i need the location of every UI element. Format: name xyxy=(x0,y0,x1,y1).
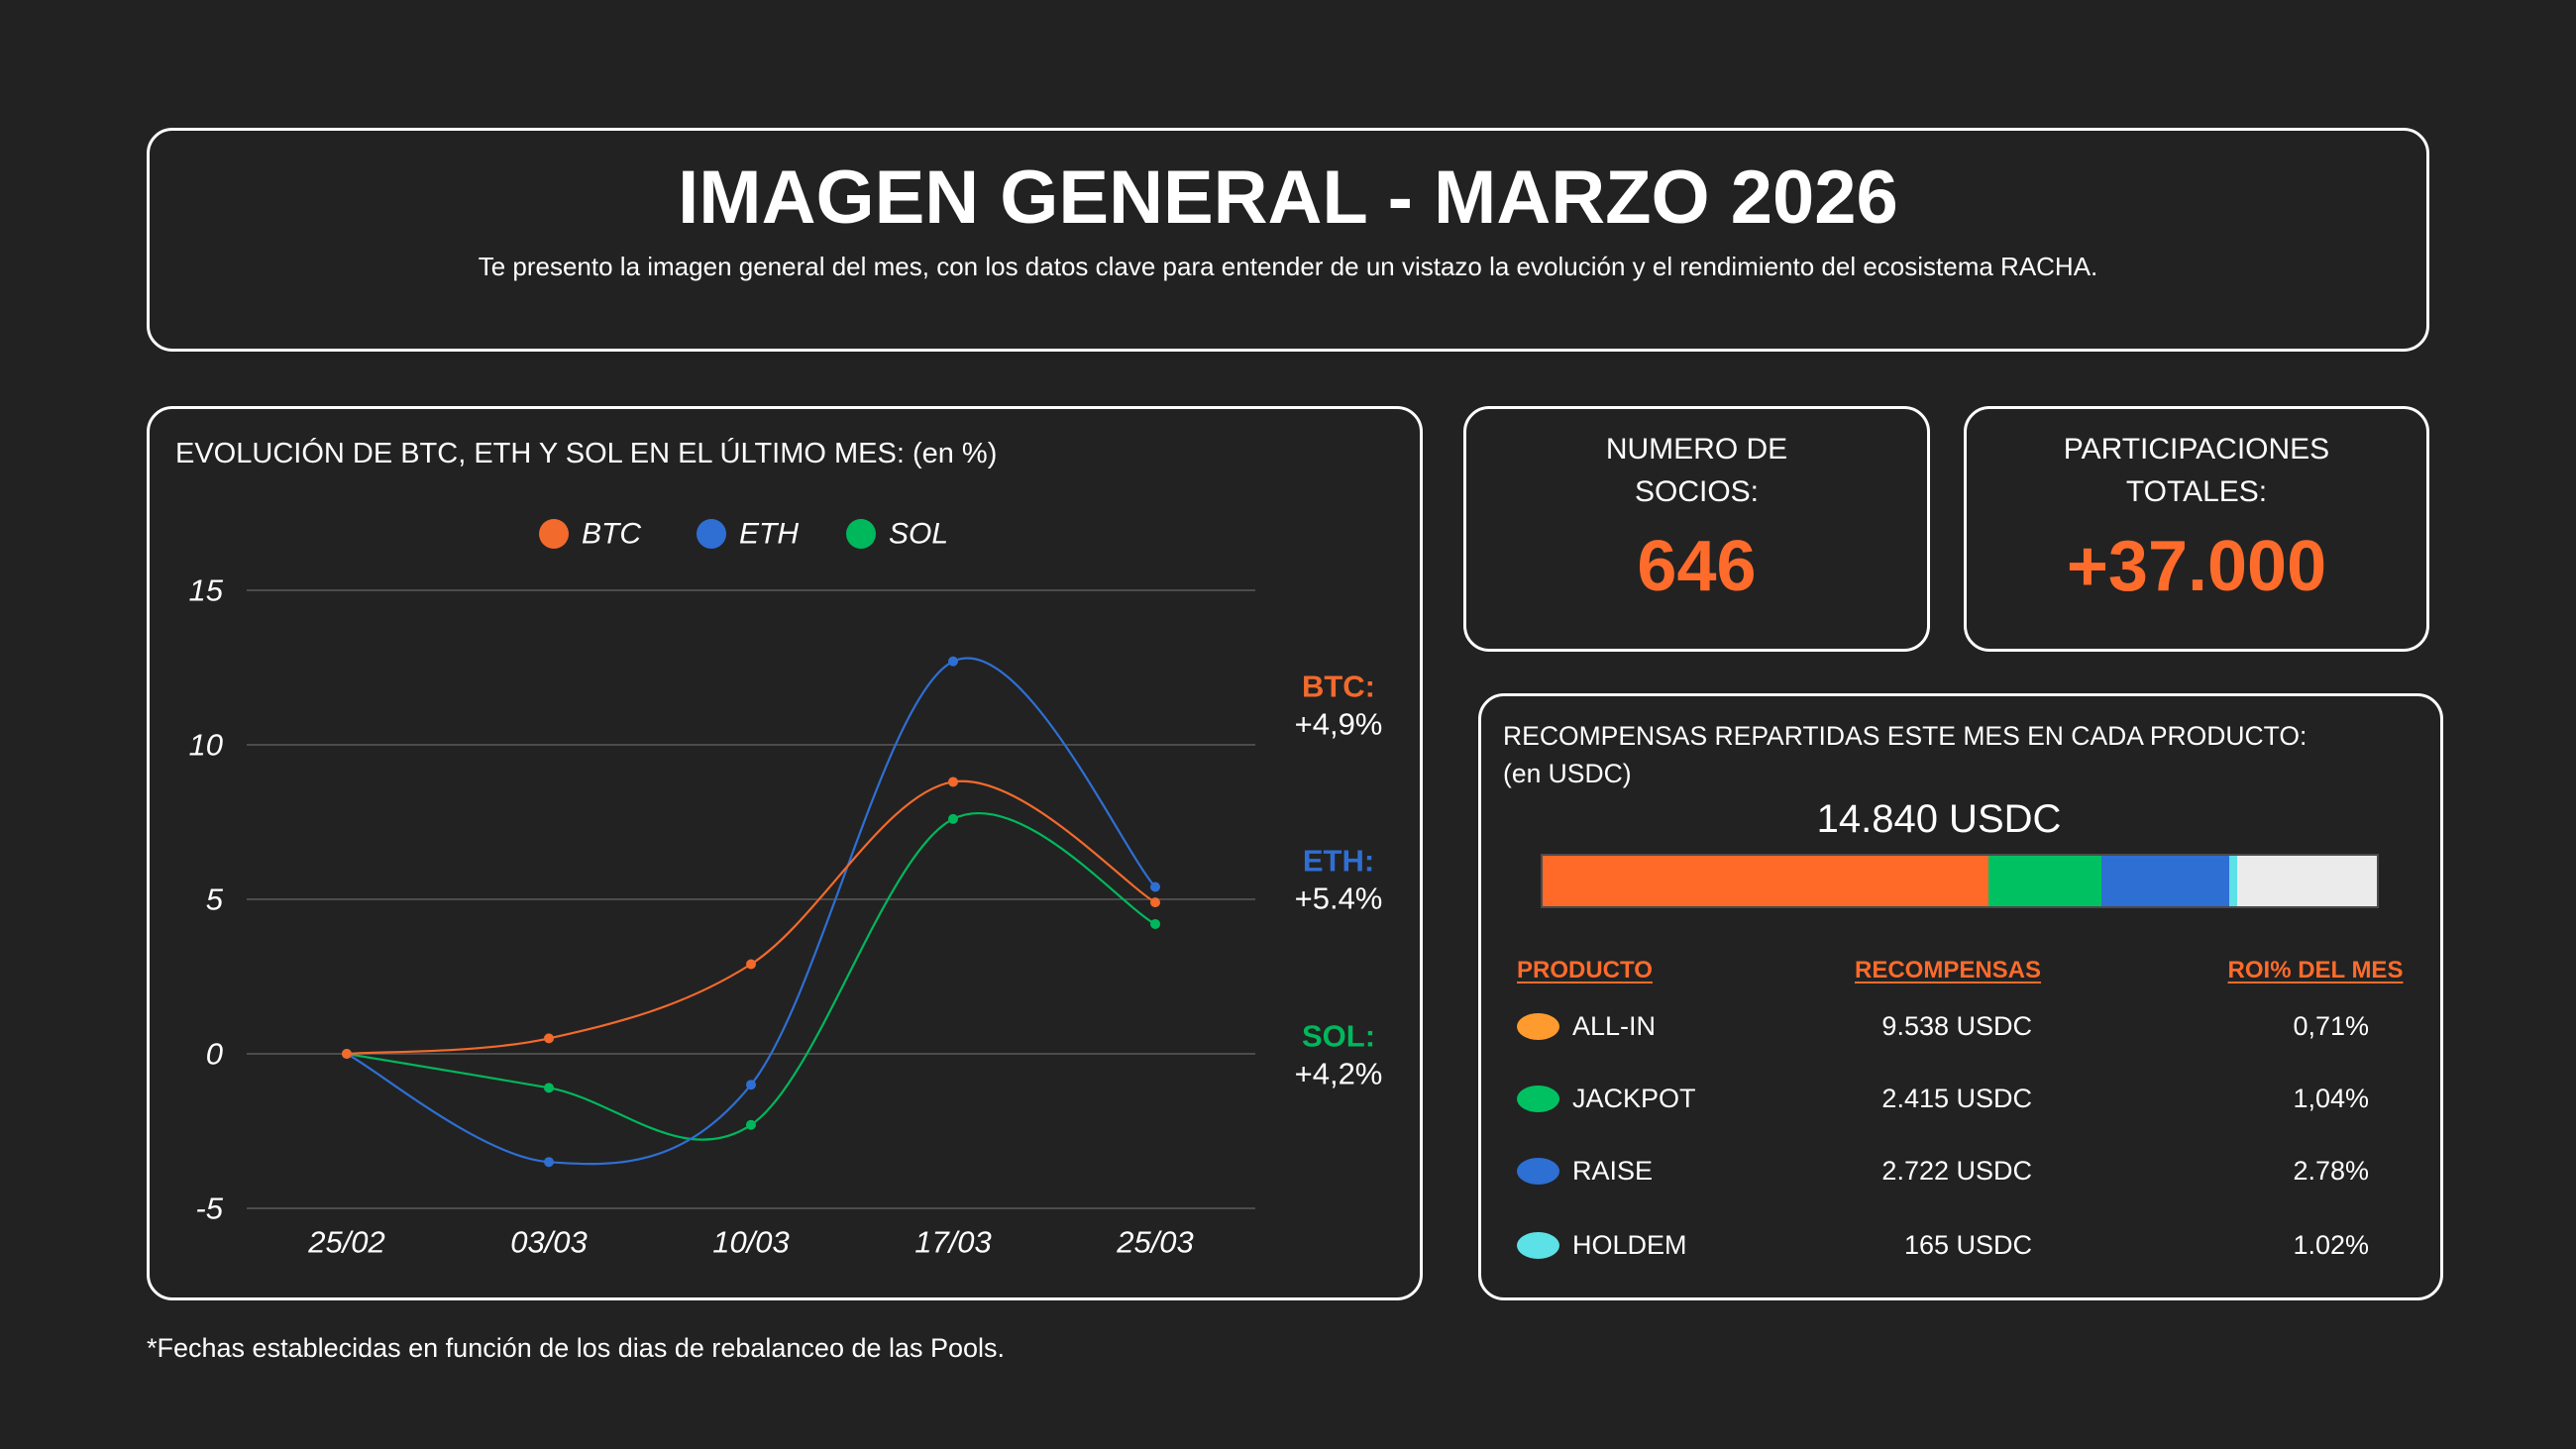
participations-card: PARTICIPACIONES TOTALES: +37.000 xyxy=(1964,406,2429,652)
annotation-value: +4,2% xyxy=(1295,1057,1383,1091)
bar-segment xyxy=(2101,856,2229,906)
table-row: HOLDEM 165 USDC 1.02% xyxy=(1481,1225,2440,1265)
rewards-heading: RECOMPENSAS REPARTIDAS ESTE MES EN CADA … xyxy=(1503,721,2308,751)
x-tick-label: 25/03 xyxy=(1116,1225,1194,1260)
annotation-label: ETH: xyxy=(1303,844,1374,879)
data-point-eth xyxy=(746,1080,756,1090)
legend-label: ETH xyxy=(739,518,799,551)
participations-label-line2: TOTALES: xyxy=(2125,475,2268,508)
rewards-card: RECOMPENSAS REPARTIDAS ESTE MES EN CADA … xyxy=(1478,693,2443,1300)
y-tick-label: -5 xyxy=(195,1191,223,1226)
rewards-total: 14.840 USDC xyxy=(1816,797,2062,841)
series-line-eth xyxy=(346,657,1156,1166)
participations-value: +37.000 xyxy=(2066,527,2327,606)
table-row: ALL-IN 9.538 USDC 0,71% xyxy=(1481,1006,2440,1046)
column-header-product: PRODUCTO xyxy=(1517,957,1653,983)
product-color-dot xyxy=(1517,1012,1559,1040)
product-rewards: 2.415 USDC xyxy=(1881,1084,2032,1113)
legend-marker-eth xyxy=(697,519,726,549)
data-point-eth xyxy=(1150,881,1160,892)
members-card: NUMERO DE SOCIOS: 646 xyxy=(1463,406,1930,652)
annotation-value: +4,9% xyxy=(1295,707,1383,742)
data-point-btc xyxy=(1150,897,1160,908)
product-rewards: 9.538 USDC xyxy=(1881,1011,2032,1041)
participations-label-line1: PARTICIPACIONES xyxy=(2063,433,2330,466)
annotation-value: +5.4% xyxy=(1295,881,1383,916)
data-point-eth xyxy=(948,656,958,667)
page-subtitle: Te presento la imagen general del mes, c… xyxy=(478,252,2098,281)
bar-segment xyxy=(1543,856,1989,906)
header-card: IMAGEN GENERAL - MARZO 2026 Te presento … xyxy=(147,128,2429,352)
y-tick-label: 10 xyxy=(189,728,223,763)
footnote: *Fechas establecidas en función de los d… xyxy=(147,1333,1006,1363)
x-tick-label: 17/03 xyxy=(914,1225,992,1260)
legend-marker-sol xyxy=(846,519,876,549)
product-color-dot xyxy=(1517,1231,1559,1259)
members-label-line2: SOCIOS: xyxy=(1634,475,1760,508)
annotation-label: BTC: xyxy=(1302,670,1375,704)
table-row: RAISE 2.722 USDC 2.78% xyxy=(1481,1151,2440,1190)
column-header-roi: ROI% DEL MES xyxy=(2227,957,2404,983)
x-tick-label: 25/02 xyxy=(307,1225,385,1260)
data-point-btc xyxy=(544,1033,554,1044)
table-row: JACKPOT 2.415 USDC 1,04% xyxy=(1481,1079,2440,1118)
members-value: 646 xyxy=(1637,527,1757,606)
product-name: HOLDEM xyxy=(1572,1230,1687,1260)
series-line-btc xyxy=(346,779,1156,1056)
chart-card: EVOLUCIÓN DE BTC, ETH Y SOL EN EL ÚLTIMO… xyxy=(147,406,1423,1300)
product-roi: 0,71% xyxy=(2293,1011,2369,1041)
members-label-line1: NUMERO DE xyxy=(1605,433,1788,466)
bar-segment xyxy=(1988,856,2102,906)
legend-label: SOL xyxy=(889,518,948,551)
data-point-sol xyxy=(746,1119,756,1130)
y-tick-label: 15 xyxy=(189,573,224,608)
product-roi: 2.78% xyxy=(2293,1156,2369,1186)
data-point-sol xyxy=(544,1083,554,1093)
product-name: JACKPOT xyxy=(1572,1084,1696,1113)
data-point-sol xyxy=(1150,918,1160,929)
data-point-btc xyxy=(342,1049,352,1059)
series-line-sol xyxy=(346,811,1156,1141)
page-title: IMAGEN GENERAL - MARZO 2026 xyxy=(678,155,1898,240)
bar-segment xyxy=(2237,856,2377,906)
rewards-unit: (en USDC) xyxy=(1503,759,1632,788)
chart-title: EVOLUCIÓN DE BTC, ETH Y SOL EN EL ÚLTIMO… xyxy=(175,438,998,469)
y-tick-label: 5 xyxy=(206,882,224,917)
product-roi: 1.02% xyxy=(2293,1230,2369,1260)
line-chart: 15 10 5 0 -5 25/02 03/03 10/03 17/03 25/03 BTC ETH S… xyxy=(189,518,1383,1260)
data-point-eth xyxy=(544,1157,554,1168)
product-name: RAISE xyxy=(1572,1156,1654,1186)
data-point-btc xyxy=(746,959,756,970)
data-point-btc xyxy=(948,776,958,787)
product-rewards: 165 USDC xyxy=(1903,1230,2032,1260)
legend-marker-btc xyxy=(539,519,569,549)
product-color-dot xyxy=(1517,1085,1559,1112)
legend-label: BTC xyxy=(582,518,641,551)
rewards-stacked-bar xyxy=(1541,854,2379,908)
y-tick-label: 0 xyxy=(206,1037,223,1072)
product-rewards: 2.722 USDC xyxy=(1881,1156,2032,1186)
column-header-rewards: RECOMPENSAS xyxy=(1854,957,2042,983)
product-name: ALL-IN xyxy=(1572,1011,1657,1041)
x-tick-label: 03/03 xyxy=(510,1225,588,1260)
product-roi: 1,04% xyxy=(2293,1084,2369,1113)
x-tick-label: 10/03 xyxy=(712,1225,790,1260)
bar-segment xyxy=(2228,856,2238,906)
annotation-label: SOL: xyxy=(1302,1019,1375,1054)
data-point-sol xyxy=(948,813,958,824)
product-color-dot xyxy=(1517,1157,1559,1185)
